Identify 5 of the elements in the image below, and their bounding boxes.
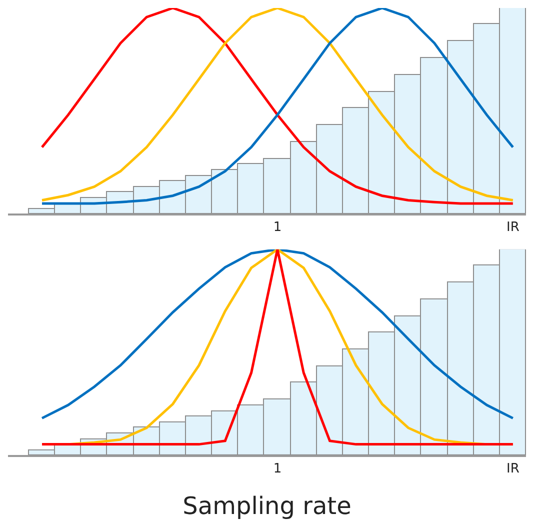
x-tick-label: 1 xyxy=(273,220,282,235)
x-tick-label: IR xyxy=(506,461,520,476)
x-tick-label: IR xyxy=(506,220,520,235)
x-tick-label: 1 xyxy=(273,461,282,476)
x-axis-title: Sampling rate xyxy=(182,492,352,520)
